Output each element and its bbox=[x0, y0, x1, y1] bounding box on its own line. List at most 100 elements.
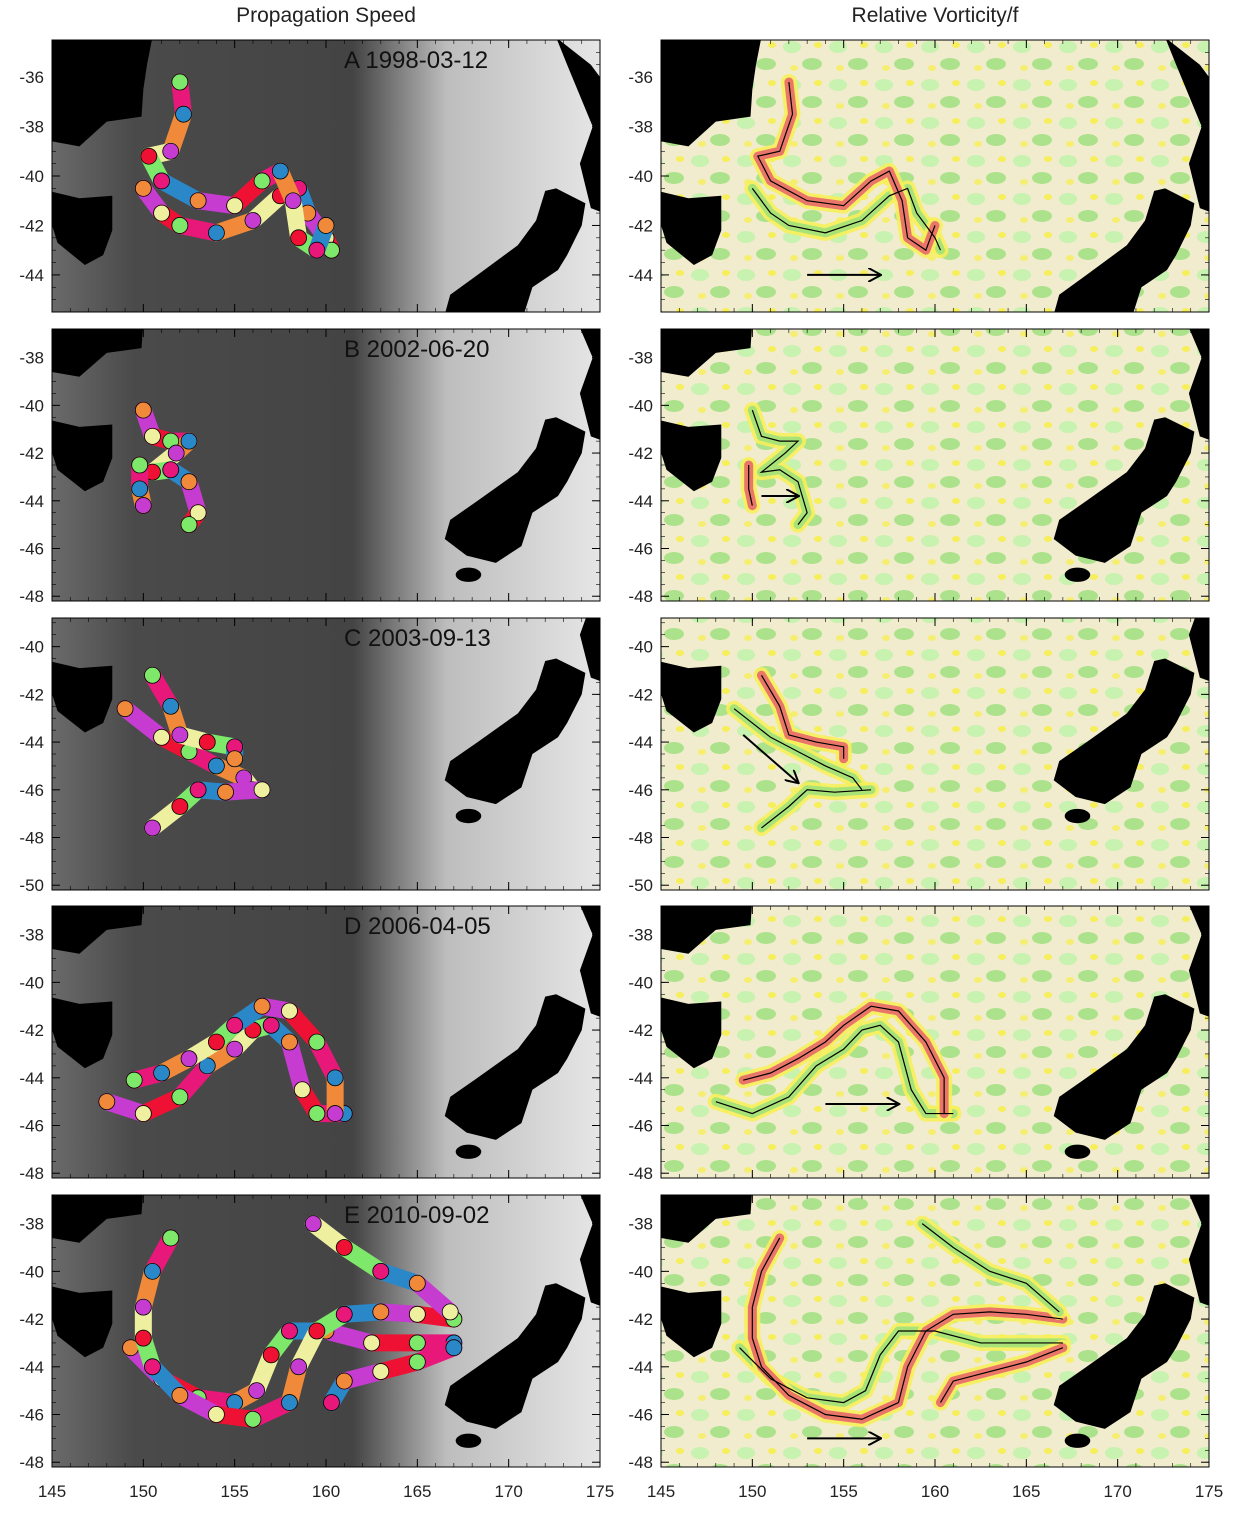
drifter-position-marker bbox=[326, 1105, 344, 1122]
y-tick-label: -36 bbox=[628, 68, 653, 87]
drifter-position-marker bbox=[153, 172, 171, 190]
y-tick-label: -38 bbox=[628, 118, 653, 137]
y-tick-label: -50 bbox=[19, 876, 44, 895]
new-zealand-north-island bbox=[1188, 618, 1209, 682]
drifter-position-marker bbox=[134, 1329, 152, 1347]
y-tick-label: -42 bbox=[628, 1310, 653, 1329]
drifter-position-marker bbox=[372, 1303, 390, 1321]
drifter-track-line bbox=[743, 1005, 945, 1114]
y-tick-label: -48 bbox=[19, 1164, 44, 1183]
left-column-title: Propagation Speed bbox=[236, 4, 416, 27]
x-tick-label: 155 bbox=[220, 1482, 248, 1501]
y-tick-label: -44 bbox=[19, 492, 44, 511]
drifter-track-line bbox=[739, 1330, 1063, 1404]
y-tick-label: -42 bbox=[19, 1021, 44, 1040]
new-zealand-north-island bbox=[579, 329, 600, 440]
drifter-position-marker bbox=[207, 224, 225, 242]
y-tick-label: -38 bbox=[628, 349, 653, 368]
y-tick-label: -44 bbox=[19, 266, 44, 285]
panel-plot-area bbox=[661, 906, 1209, 1178]
new-zealand-south-island bbox=[1053, 658, 1195, 805]
new-zealand-north-island bbox=[579, 618, 600, 682]
tasmania-land bbox=[52, 1286, 113, 1358]
drifter-position-marker bbox=[134, 497, 152, 514]
drifter-position-marker bbox=[308, 241, 326, 259]
drifter-position-marker bbox=[198, 733, 216, 751]
y-tick-label: -48 bbox=[19, 587, 44, 606]
stewart-island bbox=[1064, 1433, 1091, 1448]
right-column-title: Relative Vorticity/f bbox=[851, 4, 1019, 27]
y-tick-label: -40 bbox=[628, 638, 653, 657]
drifter-position-marker bbox=[153, 204, 171, 222]
australia-land bbox=[661, 329, 752, 377]
drifter-position-marker bbox=[207, 1033, 225, 1051]
australia-land bbox=[661, 1195, 752, 1243]
stewart-island bbox=[1064, 567, 1091, 582]
y-tick-label: -42 bbox=[19, 685, 44, 704]
y-tick-label: -40 bbox=[628, 973, 653, 992]
y-tick-label: -44 bbox=[628, 266, 653, 285]
x-tick-label: 170 bbox=[1103, 1482, 1131, 1501]
drifter-position-marker bbox=[180, 516, 198, 534]
drifter-position-marker bbox=[134, 401, 152, 419]
drifter-position-marker bbox=[134, 1105, 152, 1122]
tasmania-land bbox=[52, 997, 113, 1069]
drifter-track-line bbox=[756, 81, 936, 252]
stewart-island bbox=[455, 1433, 482, 1448]
drifter-position-marker bbox=[262, 1346, 280, 1364]
y-tick-label: -46 bbox=[628, 1117, 653, 1136]
y-tick-label: -44 bbox=[628, 1358, 653, 1377]
x-tick-label: 165 bbox=[1012, 1482, 1040, 1501]
y-tick-label: -42 bbox=[628, 685, 653, 704]
drifter-position-marker bbox=[271, 162, 289, 180]
y-tick-label: -48 bbox=[19, 1453, 44, 1472]
drifter-position-marker bbox=[153, 728, 171, 746]
drifter-position-marker bbox=[131, 456, 149, 474]
propagation-direction-arrow bbox=[742, 734, 798, 783]
y-tick-label: -44 bbox=[628, 1069, 653, 1088]
drifter-position-marker bbox=[226, 1040, 244, 1058]
drifter-position-marker bbox=[372, 1262, 390, 1280]
x-tick-label: 160 bbox=[921, 1482, 949, 1501]
panel-2-vort: -38 -40 -42 -44 -46 -48 bbox=[628, 328, 1210, 606]
drifter-position-marker bbox=[293, 1081, 311, 1099]
drifter-position-marker bbox=[162, 461, 180, 479]
y-tick-label: -42 bbox=[628, 1021, 653, 1040]
y-tick-label: -46 bbox=[19, 781, 44, 800]
new-zealand-south-island bbox=[1053, 1283, 1195, 1429]
x-tick-label: 150 bbox=[738, 1482, 766, 1501]
new-zealand-south-island bbox=[1053, 994, 1195, 1140]
panel-2-speed: -38 -40 -42 -44 -46 -48 B 2002-06-20 bbox=[19, 328, 601, 606]
y-tick-label: -42 bbox=[19, 444, 44, 463]
drifter-position-marker bbox=[162, 142, 180, 160]
panel-plot-area bbox=[52, 329, 600, 601]
drifter-position-marker bbox=[308, 1033, 326, 1051]
drifter-position-marker bbox=[281, 1322, 298, 1340]
stewart-island bbox=[1064, 1144, 1091, 1159]
drifter-position-marker bbox=[290, 1358, 308, 1376]
drifter-position-marker bbox=[335, 1305, 353, 1323]
drifter-position-marker bbox=[144, 427, 161, 445]
australia-land bbox=[52, 40, 152, 147]
drifter-position-marker bbox=[162, 697, 180, 715]
x-tick-label: 170 bbox=[494, 1482, 522, 1501]
y-tick-label: -46 bbox=[19, 1406, 44, 1425]
panel-plot-area bbox=[661, 1195, 1209, 1467]
drifter-position-marker bbox=[308, 1105, 326, 1122]
new-zealand-north-island bbox=[557, 40, 600, 212]
drifter-position-marker bbox=[253, 781, 271, 799]
y-tick-label: -46 bbox=[628, 540, 653, 559]
tasmania-land bbox=[661, 420, 722, 492]
australia-land bbox=[661, 906, 752, 954]
new-zealand-south-island bbox=[444, 1283, 586, 1429]
y-tick-label: -40 bbox=[19, 1262, 44, 1281]
australia-land bbox=[52, 1195, 143, 1243]
drifter-position-marker bbox=[262, 1016, 280, 1034]
y-tick-label: -42 bbox=[628, 444, 653, 463]
y-tick-label: -40 bbox=[628, 396, 653, 415]
drifter-position-marker bbox=[248, 1382, 265, 1400]
drifter-track-line bbox=[939, 1347, 1064, 1403]
panel-plot-area bbox=[52, 618, 600, 890]
drifter-position-marker bbox=[153, 1064, 171, 1082]
australia-land bbox=[52, 329, 143, 377]
